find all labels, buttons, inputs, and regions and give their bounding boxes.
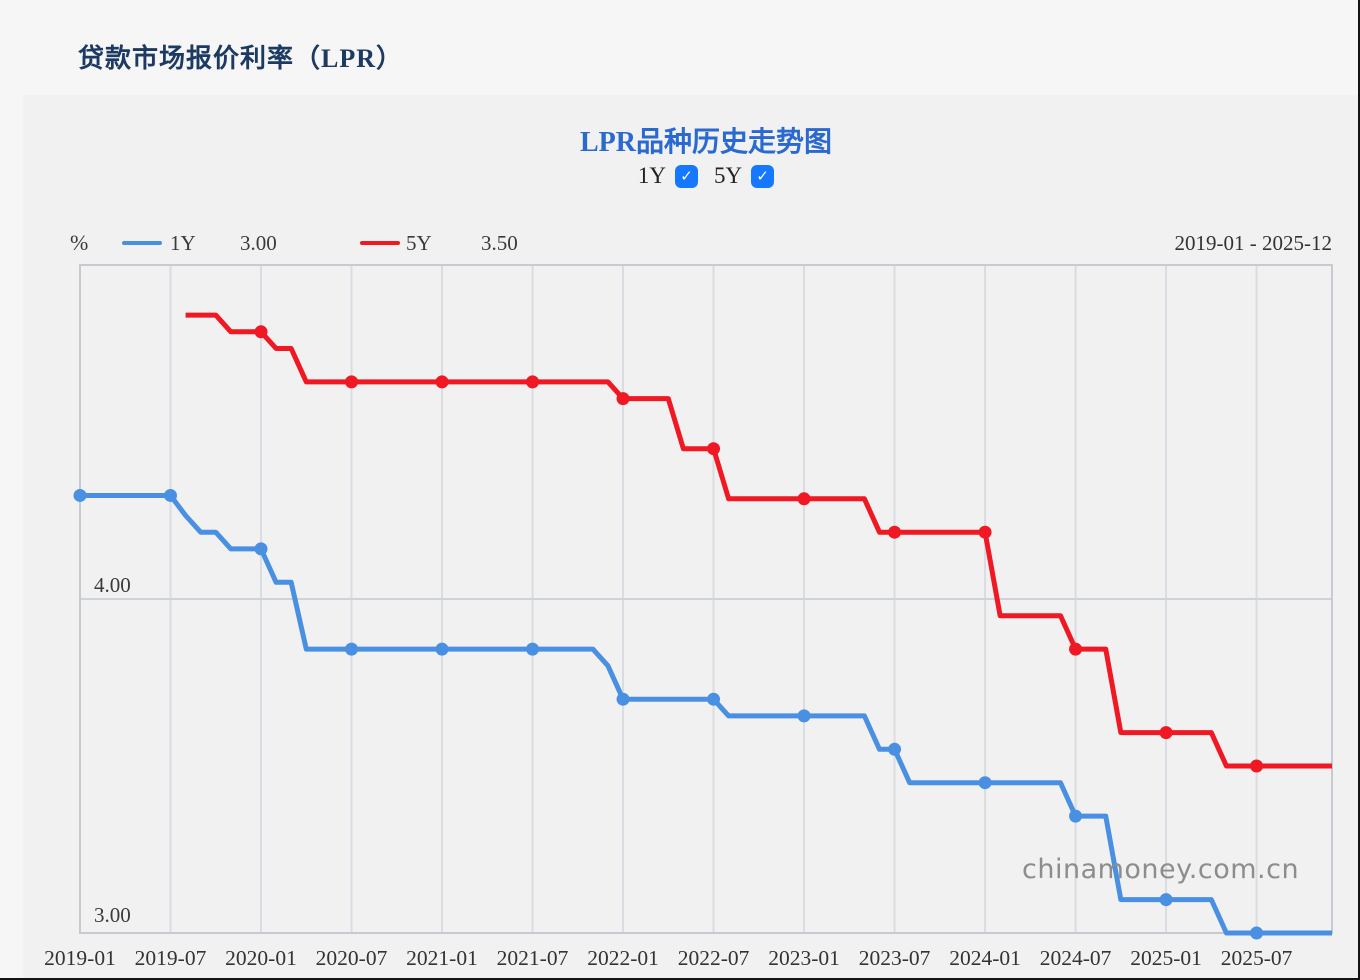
watermark: chinamoney.com.cn — [1022, 854, 1300, 885]
toggle-1y-label: 1Y — [637, 163, 666, 188]
x-axis-tick-label: 2021-07 — [496, 946, 569, 970]
y-axis-unit: % — [70, 230, 89, 255]
x-axis-tick-label: 2022-01 — [587, 946, 659, 970]
y-axis-tick-label: 3.00 — [94, 903, 131, 927]
toggle-5y-label: 5Y — [714, 163, 743, 188]
series-toggle-row: 1Y ✓ 5Y ✓ — [80, 162, 1332, 190]
chart-panel — [23, 95, 1360, 980]
checkbox-checked-icon-1y[interactable]: ✓ — [675, 164, 698, 188]
x-axis-tick-label: 2025-07 — [1220, 946, 1293, 970]
legend-name-5y: 5Y — [406, 231, 432, 255]
legend-latest-value-1y: 3.00 — [240, 231, 277, 255]
x-axis-tick-label: 2024-07 — [1039, 946, 1112, 970]
screenshot-right-edge — [1358, 0, 1360, 980]
check-glyph: ✓ — [756, 166, 769, 185]
x-axis-tick-label: 2019-01 — [44, 946, 116, 970]
x-axis-tick-label: 2019-07 — [134, 946, 207, 970]
legend-line-swatch-1y — [122, 241, 162, 245]
y-axis-tick-label: 4.00 — [94, 573, 131, 597]
date-range-label: 2019-01 - 2025-12 — [1174, 231, 1332, 255]
x-axis-tick-label: 2020-01 — [225, 946, 297, 970]
x-axis-tick-label: 2023-01 — [768, 946, 840, 970]
screenshot-bottom-edge — [0, 978, 1360, 980]
checkbox-checked-icon-5y[interactable]: ✓ — [751, 164, 775, 188]
x-axis-tick-label: 2023-07 — [858, 946, 931, 970]
legend-line-swatch-5y — [360, 241, 400, 245]
toggle-1y[interactable]: 1Y ✓ — [638, 163, 698, 189]
check-glyph: ✓ — [680, 166, 693, 185]
page-title: 贷款市场报价利率（LPR） — [78, 44, 404, 73]
x-axis-tick-label: 2021-01 — [406, 946, 478, 970]
legend-row: % 1Y 3.00 5Y 3.50 2019-01 - 2025-12 — [0, 229, 1360, 257]
x-axis-labels: 2019-01 2019-07 2020-01 2020-07 2021-01 2021-… — [0, 946, 1360, 976]
legend-name-1y: 1Y — [170, 231, 196, 255]
x-axis-tick-label: 2022-07 — [677, 946, 750, 970]
x-axis-tick-label: 2020-07 — [315, 946, 388, 970]
x-axis-tick-label: 2024-01 — [949, 946, 1021, 970]
toggle-5y[interactable]: 5Y ✓ — [714, 163, 775, 189]
chart-title: LPR品种历史走势图 — [579, 127, 832, 158]
legend-latest-value-5y: 3.50 — [481, 231, 518, 255]
x-axis-tick-label: 2025-01 — [1130, 946, 1202, 970]
